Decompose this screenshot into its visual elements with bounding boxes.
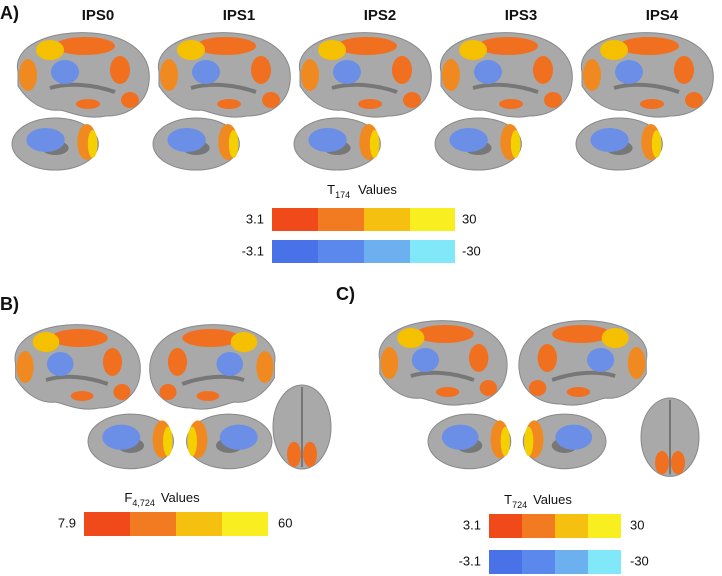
brain-medial <box>427 413 512 470</box>
positive-bar <box>272 208 455 231</box>
column-label: IPS1 <box>223 7 256 24</box>
stat: T <box>504 492 512 507</box>
suffix: Values <box>161 490 200 505</box>
panel-a: A) IPS0 IPS1 IPS2 IPS3 IPS4 T174 Values 3.1 3… <box>0 3 716 263</box>
max-label: 30 <box>630 517 644 532</box>
legend-title: T174 Values <box>327 182 397 200</box>
brain-lateral <box>516 318 649 408</box>
brain-lateral <box>147 322 277 412</box>
min-label: 3.1 <box>246 211 264 226</box>
max-label: 30 <box>462 211 476 226</box>
min-label: 7.9 <box>58 515 76 530</box>
brain-lateral <box>438 30 575 120</box>
panel-label: C) <box>336 284 355 304</box>
brain-lateral <box>13 322 143 412</box>
positive-bar <box>84 512 268 536</box>
column-label: IPS0 <box>82 7 115 24</box>
suffix: Values <box>533 492 572 507</box>
stat: T <box>327 182 335 197</box>
legend-title: T724 Values <box>504 492 572 510</box>
brain-medial <box>152 117 240 171</box>
brain-dorsal <box>271 383 333 471</box>
negative-bar <box>489 550 621 574</box>
legend: F4,724 Values 7.9 60 <box>58 490 292 536</box>
min-label: -3.1 <box>242 243 264 258</box>
brain-lateral <box>377 318 510 408</box>
subscript: 174 <box>335 190 350 200</box>
panel-c: C) T724 Values 3.1 30 -3.1 -30 <box>336 284 700 574</box>
panel-label: A) <box>0 3 19 23</box>
brain-medial <box>185 413 273 470</box>
column-label: IPS2 <box>364 7 397 24</box>
panel-b: B) F4,724 Values 7.9 60 <box>0 294 333 536</box>
min-label: 3.1 <box>463 517 481 532</box>
column-label: IPS4 <box>646 7 679 24</box>
legend-title: F4,724 Values <box>124 490 200 508</box>
brain-dorsal <box>640 397 700 478</box>
subscript: 724 <box>512 500 527 510</box>
max-label: -30 <box>462 243 481 258</box>
min-label: -3.1 <box>459 553 481 568</box>
brain-lateral <box>297 30 434 120</box>
brain-medial <box>522 413 607 470</box>
brain-lateral <box>579 30 716 120</box>
subscript: 4,724 <box>132 498 155 508</box>
max-label: -30 <box>630 553 649 568</box>
positive-bar <box>489 514 621 538</box>
brain-medial <box>87 413 175 470</box>
legend: T724 Values 3.1 30 -3.1 -30 <box>459 492 649 574</box>
column-group: IPS0 IPS1 IPS2 IPS3 IPS4 <box>11 7 716 171</box>
brain-lateral <box>156 30 293 120</box>
stat: F <box>124 490 132 505</box>
brain-medial <box>575 117 663 171</box>
panel-label: B) <box>0 294 19 314</box>
column-label: IPS3 <box>505 7 538 24</box>
max-label: 60 <box>278 515 292 530</box>
negative-bar <box>272 240 455 263</box>
brain-medial <box>11 117 99 171</box>
brain-medial <box>434 117 522 171</box>
brain-medial <box>293 117 381 171</box>
suffix: Values <box>358 182 397 197</box>
legend: T174 Values 3.1 30 -3.1 -30 <box>242 182 481 263</box>
brain-lateral <box>15 30 152 120</box>
